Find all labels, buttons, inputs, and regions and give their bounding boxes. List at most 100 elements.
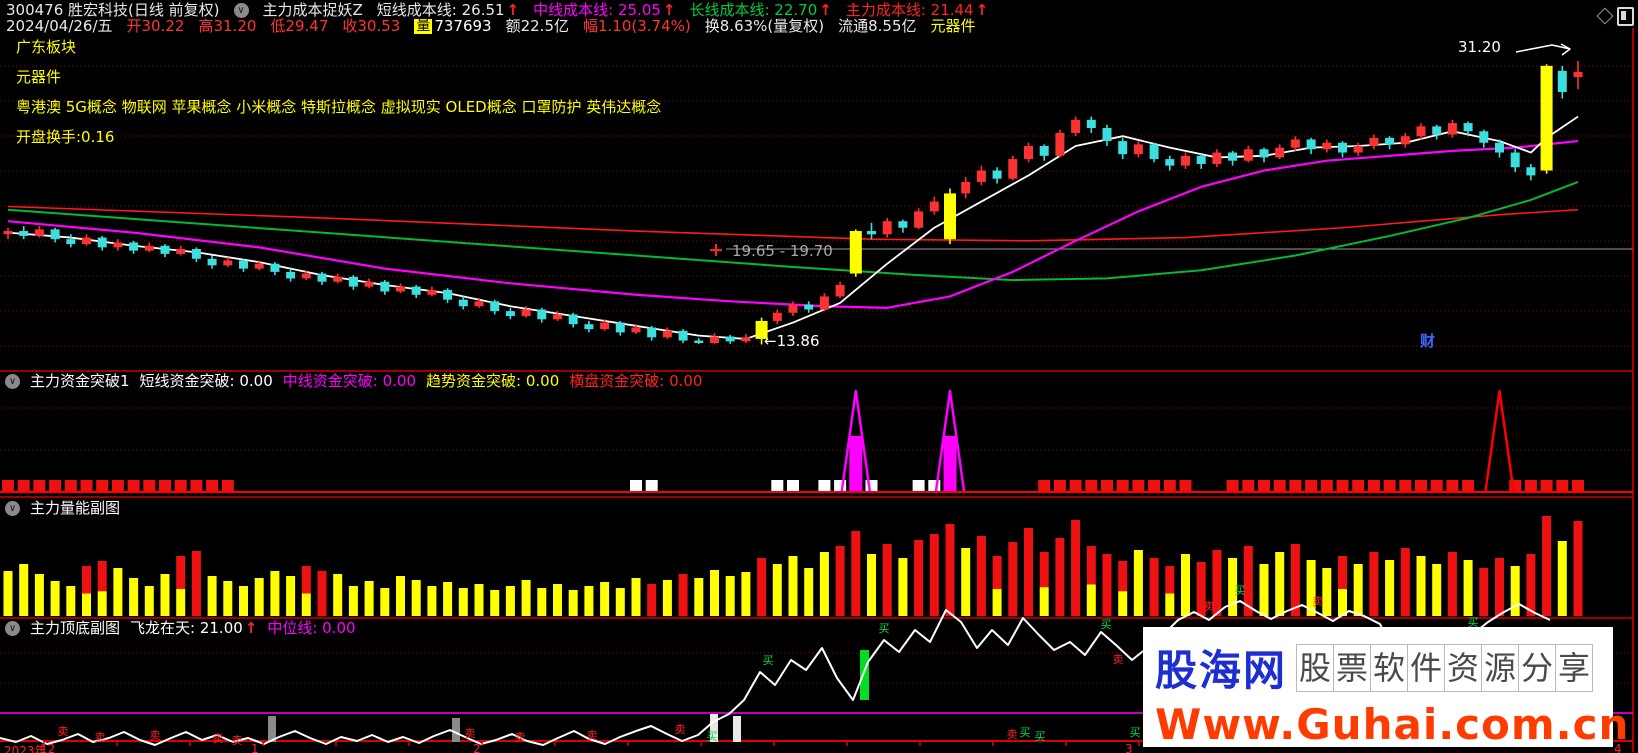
chevron-circle-icon[interactable]: ∨ xyxy=(233,3,249,18)
volume-bar xyxy=(364,581,374,616)
volume-bar xyxy=(411,580,421,616)
panel4-gray-bar xyxy=(268,716,276,742)
candle xyxy=(1102,128,1112,142)
volume-bar xyxy=(835,546,845,616)
chevron-circle-icon[interactable]: ∨ xyxy=(5,620,20,636)
corner-mark: 财 xyxy=(1420,332,1436,350)
panel2-field: 短线资金突破: 0.00 xyxy=(139,372,273,390)
volume-bar xyxy=(1055,538,1065,616)
volume-bar xyxy=(1086,546,1096,585)
buy-marker: 买 xyxy=(1101,618,1112,631)
axis-month-label: 2023年 xyxy=(4,744,47,753)
volume-bar xyxy=(82,566,91,594)
header-field: 换8.63%(量复权) xyxy=(704,17,825,35)
volume-bar xyxy=(788,556,798,616)
signal-block-white xyxy=(645,480,658,491)
watermark-tagline-char: 件 xyxy=(1407,643,1446,692)
header-field: 主力成本线: 21.44 ↑ xyxy=(845,1,989,19)
candle xyxy=(1526,167,1536,176)
watermark-site-name: 股海网 xyxy=(1155,646,1288,695)
header-field: 主力成本捉妖Z xyxy=(262,1,363,19)
volume-bar xyxy=(34,574,44,616)
volume-bar xyxy=(1432,564,1442,616)
candle xyxy=(1540,65,1553,171)
candle xyxy=(615,322,625,333)
sell-marker: 卖 xyxy=(1113,653,1124,666)
volume-bar xyxy=(82,593,91,616)
candle xyxy=(301,273,311,279)
volume-bar xyxy=(317,571,327,616)
watermark-tagline-char: 股 xyxy=(1296,643,1335,692)
signal-block-white xyxy=(928,480,941,491)
watermark-tagline-char: 资 xyxy=(1444,643,1483,692)
candle xyxy=(223,260,233,266)
signal-block-red xyxy=(1430,480,1443,491)
candle xyxy=(1181,155,1190,166)
panel4-green-bar xyxy=(860,650,869,700)
up-arrow-icon: ↑ xyxy=(506,1,520,19)
panel4-field: 中位线: 0.00 xyxy=(267,619,356,637)
volume-bar xyxy=(1542,516,1552,616)
axis-month-label: 2 xyxy=(473,742,481,753)
volume-bar xyxy=(1086,584,1096,616)
header-row2: 2024/04/26/五 开30.22 高31.20 低29.47 收30.53 量 737… xyxy=(6,19,976,34)
volume-bar xyxy=(270,571,280,616)
volume-bar xyxy=(1071,520,1081,616)
volume-bar xyxy=(1479,568,1489,616)
candle xyxy=(584,324,594,330)
volume-bar xyxy=(1024,528,1033,616)
up-arrow-icon: ↑ xyxy=(662,1,676,19)
candle xyxy=(380,281,390,292)
candle xyxy=(976,170,986,182)
candle xyxy=(741,337,751,342)
candle xyxy=(725,336,735,342)
candle xyxy=(1275,147,1285,158)
volume-bar xyxy=(600,582,610,616)
window-restore-icon[interactable] xyxy=(1617,7,1634,26)
spike-outline xyxy=(1484,389,1515,492)
volume-bar xyxy=(772,564,782,616)
header-field: 额22.5亿 xyxy=(505,17,569,35)
volume-bar xyxy=(929,534,939,616)
candle xyxy=(207,258,217,266)
signal-block-red xyxy=(1132,480,1145,491)
volume-bar xyxy=(521,580,531,616)
signal-block-red xyxy=(1415,480,1427,491)
candle xyxy=(191,249,201,259)
signal-block-red xyxy=(1320,480,1333,491)
buy-marker: 买 xyxy=(1235,584,1246,597)
candle xyxy=(1557,70,1567,93)
volume-bar xyxy=(176,556,186,589)
candle xyxy=(882,221,892,235)
candle xyxy=(568,314,578,325)
candle xyxy=(490,301,500,312)
sell-marker: 卖 xyxy=(587,729,598,742)
volume-bar xyxy=(992,556,1002,589)
buy-marker: 买 xyxy=(1468,616,1479,629)
candle xyxy=(1071,119,1081,133)
header-field: 2024/04/26/五 xyxy=(6,17,113,35)
header-field: 元器件 xyxy=(930,17,976,35)
sector-label: 元器件 xyxy=(16,68,62,86)
ma-line-red xyxy=(7,205,1579,242)
signal-block-white xyxy=(912,480,925,491)
candle xyxy=(427,289,437,295)
volume-bar xyxy=(458,588,468,616)
candle xyxy=(835,284,845,297)
candle xyxy=(944,193,956,240)
signal-block-red xyxy=(221,480,234,491)
candle xyxy=(160,245,170,254)
volume-bar xyxy=(945,524,955,616)
volume-bar xyxy=(97,561,107,592)
candle xyxy=(1008,159,1018,179)
candle xyxy=(474,301,484,307)
candle xyxy=(1259,149,1269,158)
chevron-circle-icon[interactable]: ∨ xyxy=(5,500,20,516)
up-arrow-icon: ↑ xyxy=(819,1,832,19)
panel4-field: 主力顶底副图 xyxy=(30,619,121,637)
candle xyxy=(113,242,123,248)
chevron-circle-icon[interactable]: ∨ xyxy=(5,373,20,389)
signal-block-red xyxy=(1399,480,1412,491)
signal-block-red xyxy=(2,480,14,491)
